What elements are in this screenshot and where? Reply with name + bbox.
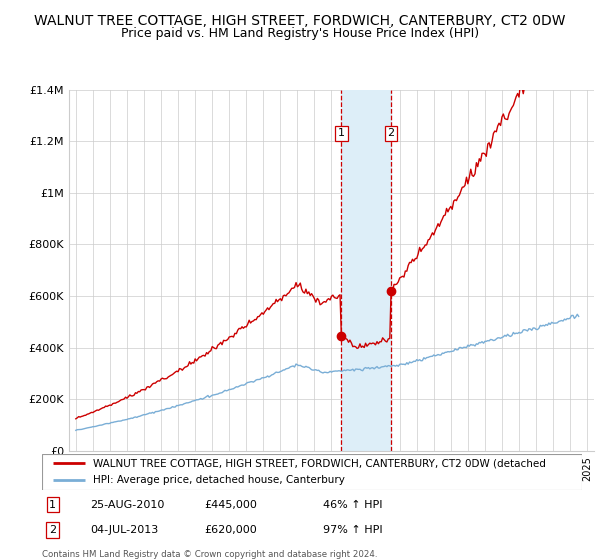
Text: WALNUT TREE COTTAGE, HIGH STREET, FORDWICH, CANTERBURY, CT2 0DW (detached: WALNUT TREE COTTAGE, HIGH STREET, FORDWI… <box>94 459 546 468</box>
Text: 46% ↑ HPI: 46% ↑ HPI <box>323 500 382 510</box>
Text: 97% ↑ HPI: 97% ↑ HPI <box>323 525 382 535</box>
Text: £445,000: £445,000 <box>204 500 257 510</box>
Text: 25-AUG-2010: 25-AUG-2010 <box>91 500 165 510</box>
Text: 2: 2 <box>49 525 56 535</box>
Text: 2: 2 <box>388 128 395 138</box>
Text: Contains HM Land Registry data © Crown copyright and database right 2024.
This d: Contains HM Land Registry data © Crown c… <box>42 550 377 560</box>
Text: HPI: Average price, detached house, Canterbury: HPI: Average price, detached house, Cant… <box>94 475 345 485</box>
Bar <box>341 90 391 451</box>
Text: WALNUT TREE COTTAGE, HIGH STREET, FORDWICH, CANTERBURY, CT2 0DW: WALNUT TREE COTTAGE, HIGH STREET, FORDWI… <box>34 14 566 28</box>
Text: 04-JUL-2013: 04-JUL-2013 <box>91 525 159 535</box>
Text: 1: 1 <box>49 500 56 510</box>
Text: 1: 1 <box>338 128 345 138</box>
Text: £620,000: £620,000 <box>204 525 257 535</box>
Text: Price paid vs. HM Land Registry's House Price Index (HPI): Price paid vs. HM Land Registry's House … <box>121 27 479 40</box>
